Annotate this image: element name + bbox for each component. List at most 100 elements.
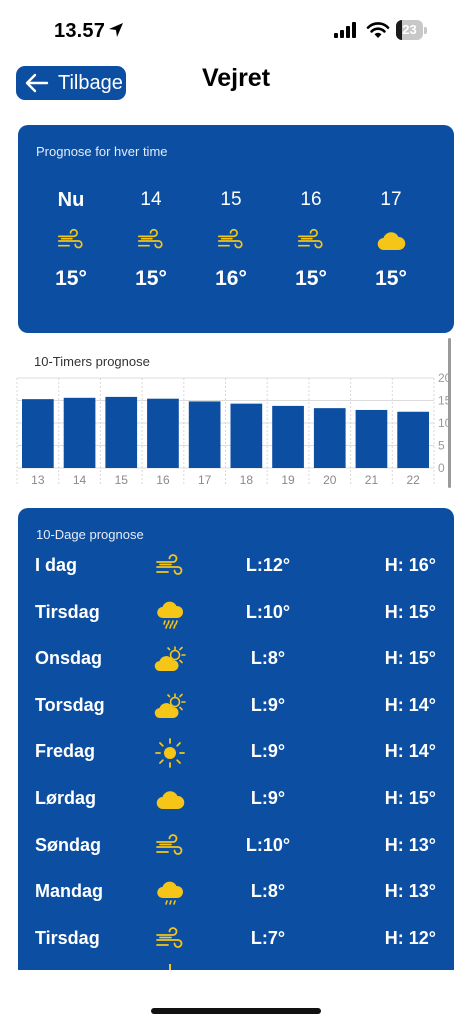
daily-forecast-row[interactable]: Søndag L:10° H: 13° — [18, 825, 454, 869]
hourly-temp: 15° — [295, 267, 327, 290]
hourly-forecast-title: Prognose for hver time — [36, 144, 168, 159]
x-tick-label: 14 — [73, 473, 87, 487]
daily-forecast-row[interactable]: Fredag L:9° H: 14° — [18, 731, 454, 775]
high-temp: H: 12° — [384, 927, 436, 948]
chart-bar — [355, 409, 388, 468]
x-tick-label: 20 — [323, 473, 337, 487]
daily-forecast-row[interactable]: Torsdag L:9° H: 14° — [18, 685, 454, 729]
low-temp: L:8° — [250, 881, 286, 902]
low-temp: L:7° — [250, 927, 286, 948]
hourly-item: Nu 15° — [31, 187, 111, 291]
status-time: 13.57 — [54, 20, 106, 42]
location-arrow-icon — [109, 23, 123, 37]
cloud-icon — [351, 221, 431, 261]
x-tick-label: 17 — [198, 473, 212, 487]
battery-icon: 23 — [396, 20, 428, 40]
hourly-forecast-list[interactable]: Nu 15° 14 15° 15 16° 16 15° 17 15° — [31, 187, 431, 307]
high-temp: H: 13° — [384, 881, 436, 902]
cellular-signal-icon — [334, 22, 356, 38]
chart-bar — [188, 401, 221, 468]
hourly-time: 17 — [380, 189, 402, 210]
high-temp: H: 15° — [384, 601, 436, 622]
x-tick-label: 19 — [281, 473, 295, 487]
hourly-item: 14 15° — [111, 187, 191, 291]
daily-forecast-title: 10-Dage prognose — [36, 527, 144, 542]
low-temp: L:10° — [245, 601, 291, 622]
x-tick-label: 15 — [115, 473, 129, 487]
wind-icon — [111, 221, 191, 261]
hourly-item: 16 15° — [271, 187, 351, 291]
hourly-item: 17 15° — [351, 187, 431, 291]
daily-forecast-row[interactable]: Lørdag L:9° H: 15° — [18, 778, 454, 822]
chart-bar — [313, 408, 346, 468]
day-name: Tirsdag — [35, 601, 100, 622]
sun-icon — [152, 735, 188, 771]
high-temp: H: 13° — [384, 834, 436, 855]
low-temp: L:9° — [250, 741, 286, 762]
daily-forecast-card: 10-Dage prognose I dag L:12° H: 16° Tirsdag… — [18, 508, 454, 970]
wind-icon — [31, 221, 111, 261]
low-temp: L:10° — [245, 834, 291, 855]
partly-sunny-icon — [152, 689, 188, 725]
low-temp: L:9° — [250, 694, 286, 715]
day-name: Onsdag — [35, 648, 103, 669]
hourly-item: 15 16° — [191, 187, 271, 291]
low-temp: L:12° — [245, 555, 291, 575]
low-temp: L:9° — [250, 788, 286, 808]
hourly-time: 14 — [140, 189, 162, 210]
daily-forecast-row[interactable]: Onsdag L:8° H: 15° — [18, 638, 454, 682]
wind-icon — [152, 922, 188, 958]
chart-bar — [272, 405, 304, 468]
drizzle-cloud-icon — [152, 875, 188, 911]
x-tick-label: 13 — [31, 473, 45, 487]
daily-forecast-row[interactable]: I dag L:12° H: 16° — [18, 545, 454, 589]
daily-forecast-row[interactable]: Tirsdag L:7° H: 12° — [18, 918, 454, 962]
hourly-time: 15 — [220, 189, 242, 210]
daily-forecast-row[interactable]: Mandag L:8° H: 13° — [18, 871, 454, 915]
day-name: Mandag — [35, 881, 104, 902]
page-title: Vejret — [201, 64, 271, 92]
chart-bar — [230, 403, 263, 468]
day-name: Fredag — [35, 741, 96, 762]
x-tick-label: 16 — [156, 473, 170, 487]
x-tick-label: 22 — [406, 473, 420, 487]
hourly-time: 16 — [300, 189, 322, 210]
x-tick-label: 18 — [240, 473, 254, 487]
y-tick-label: 5 — [438, 439, 445, 453]
high-temp: H: 15° — [384, 648, 436, 669]
high-temp: H: 16° — [384, 555, 436, 575]
chart-bar — [22, 399, 54, 468]
hourly-temp: 16° — [215, 267, 247, 290]
chart-bar — [105, 396, 138, 468]
back-button[interactable]: Tilbage — [16, 66, 126, 100]
home-indicator[interactable] — [151, 1008, 321, 1014]
high-temp: H: 14° — [384, 694, 436, 715]
chart-bar — [63, 397, 96, 468]
battery-level: 23 — [402, 22, 417, 37]
x-tick-label: 21 — [365, 473, 379, 487]
arrow-left-icon — [25, 73, 49, 93]
wind-icon — [152, 549, 188, 585]
day-name: Tirsdag — [35, 927, 100, 948]
rain-cloud-icon — [152, 596, 188, 632]
chart-bar — [397, 411, 429, 468]
wind-icon — [152, 829, 188, 865]
chart-title: 10-Timers prognose — [34, 354, 150, 369]
wifi-icon — [366, 22, 390, 38]
wind-icon — [271, 221, 351, 261]
scroll-indicator — [448, 338, 451, 488]
y-tick-label: 0 — [438, 461, 445, 475]
cloud-icon — [152, 782, 188, 818]
back-button-label: Tilbage — [58, 71, 123, 94]
day-name: Torsdag — [35, 694, 105, 715]
day-name: Lørdag — [35, 788, 96, 808]
hourly-temp: 15° — [55, 267, 87, 290]
hourly-temp: 15° — [375, 267, 407, 290]
wind-icon — [191, 221, 271, 261]
day-name: I dag — [35, 555, 78, 575]
partly-sunny-icon — [152, 642, 188, 678]
daily-forecast-row[interactable]: Tirsdag L:10° H: 15° — [18, 592, 454, 636]
high-temp: H: 15° — [384, 788, 436, 808]
hourly-forecast-card: Prognose for hver time Nu 15° 14 15° 15 16° 16… — [18, 125, 454, 333]
